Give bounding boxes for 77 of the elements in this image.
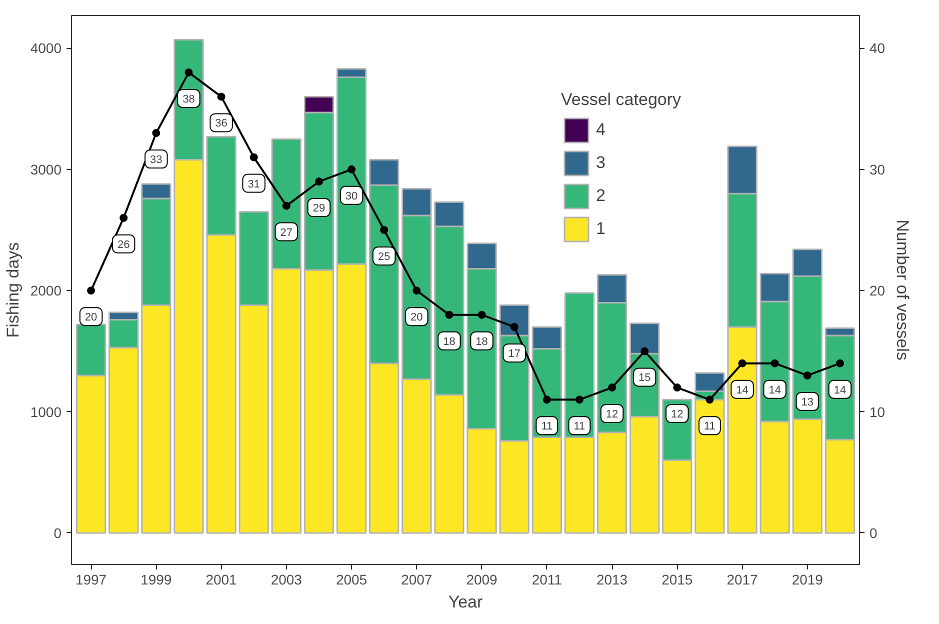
data-label: 14 bbox=[768, 384, 781, 396]
data-label: 33 bbox=[150, 154, 162, 166]
x-tick-label: 2001 bbox=[206, 572, 238, 588]
point bbox=[87, 286, 96, 295]
data-label: 17 bbox=[508, 348, 520, 360]
x-axis-title: Year bbox=[448, 592, 484, 612]
data-label: 20 bbox=[84, 312, 98, 324]
data-label: 30 bbox=[345, 190, 358, 202]
y-tick-label: 4000 bbox=[30, 40, 62, 56]
point bbox=[542, 396, 551, 404]
data-label: 38 bbox=[182, 93, 195, 106]
point bbox=[184, 68, 193, 76]
x-tick-label: 2011 bbox=[532, 572, 562, 588]
x-tick-label: 2007 bbox=[401, 572, 432, 588]
point bbox=[608, 384, 616, 392]
y-tick-label: 2000 bbox=[30, 282, 62, 299]
x-tick-label: 2003 bbox=[270, 572, 302, 588]
point bbox=[250, 153, 258, 162]
point bbox=[836, 359, 844, 368]
point bbox=[445, 310, 454, 319]
y-axis-title: Fishing days bbox=[3, 242, 22, 338]
legend-label: 1 bbox=[596, 219, 606, 239]
data-label: 20 bbox=[410, 312, 423, 324]
data-label: 26 bbox=[117, 238, 130, 251]
point bbox=[510, 322, 518, 331]
point bbox=[314, 178, 323, 186]
data-label: 12 bbox=[671, 408, 684, 421]
data-label: 18 bbox=[476, 336, 488, 348]
x-tick-label: 2015 bbox=[662, 572, 693, 588]
point bbox=[478, 310, 486, 319]
point bbox=[348, 165, 356, 174]
y2-axis-title: Number of vessels bbox=[893, 220, 912, 360]
point bbox=[770, 359, 779, 368]
x-tick-label: 1997 bbox=[75, 572, 107, 588]
legend-label: 2 bbox=[596, 186, 606, 206]
data-label: 13 bbox=[801, 396, 814, 408]
x-tick-label: 2019 bbox=[792, 572, 824, 588]
data-label: 11 bbox=[704, 420, 716, 433]
y2-tick-label: 20 bbox=[870, 282, 886, 299]
point bbox=[120, 214, 128, 222]
data-label: 12 bbox=[606, 408, 618, 421]
legend-title: Vessel category bbox=[561, 90, 682, 110]
y-tick-label: 3000 bbox=[30, 161, 62, 178]
y-tick-label: 1000 bbox=[30, 404, 62, 420]
y2-tick-label: 10 bbox=[870, 404, 886, 420]
x-tick-label: 2017 bbox=[726, 572, 758, 588]
y-tick-label: 0 bbox=[54, 524, 62, 541]
point bbox=[152, 129, 160, 138]
point bbox=[673, 384, 682, 392]
point bbox=[380, 226, 388, 234]
y2-tick-label: 40 bbox=[870, 40, 886, 56]
x-tick-label: 1999 bbox=[140, 572, 172, 588]
point bbox=[803, 371, 812, 380]
x-tick-label: 2005 bbox=[336, 572, 368, 588]
point bbox=[640, 347, 649, 356]
point bbox=[217, 92, 226, 101]
x-tick-label: 2013 bbox=[596, 572, 628, 588]
y2-tick-label: 0 bbox=[870, 524, 878, 541]
data-label: 36 bbox=[215, 118, 228, 130]
data-label: 18 bbox=[443, 336, 456, 348]
data-label: 31 bbox=[248, 178, 260, 190]
x-tick-label: 2009 bbox=[466, 572, 498, 588]
data-label: 15 bbox=[638, 372, 651, 384]
legend-label: 3 bbox=[596, 153, 606, 173]
data-label: 14 bbox=[736, 384, 748, 396]
data-label: 11 bbox=[574, 420, 586, 433]
y2-tick-label: 30 bbox=[870, 161, 886, 178]
data-label: 25 bbox=[378, 251, 390, 264]
legend-label: 4 bbox=[596, 120, 606, 140]
data-label: 11 bbox=[541, 420, 553, 433]
point bbox=[575, 396, 584, 404]
data-label: 14 bbox=[834, 384, 846, 396]
data-label: 29 bbox=[312, 202, 326, 215]
data-label: 27 bbox=[280, 226, 293, 239]
point bbox=[412, 286, 421, 295]
point bbox=[738, 359, 746, 368]
point bbox=[282, 202, 290, 210]
